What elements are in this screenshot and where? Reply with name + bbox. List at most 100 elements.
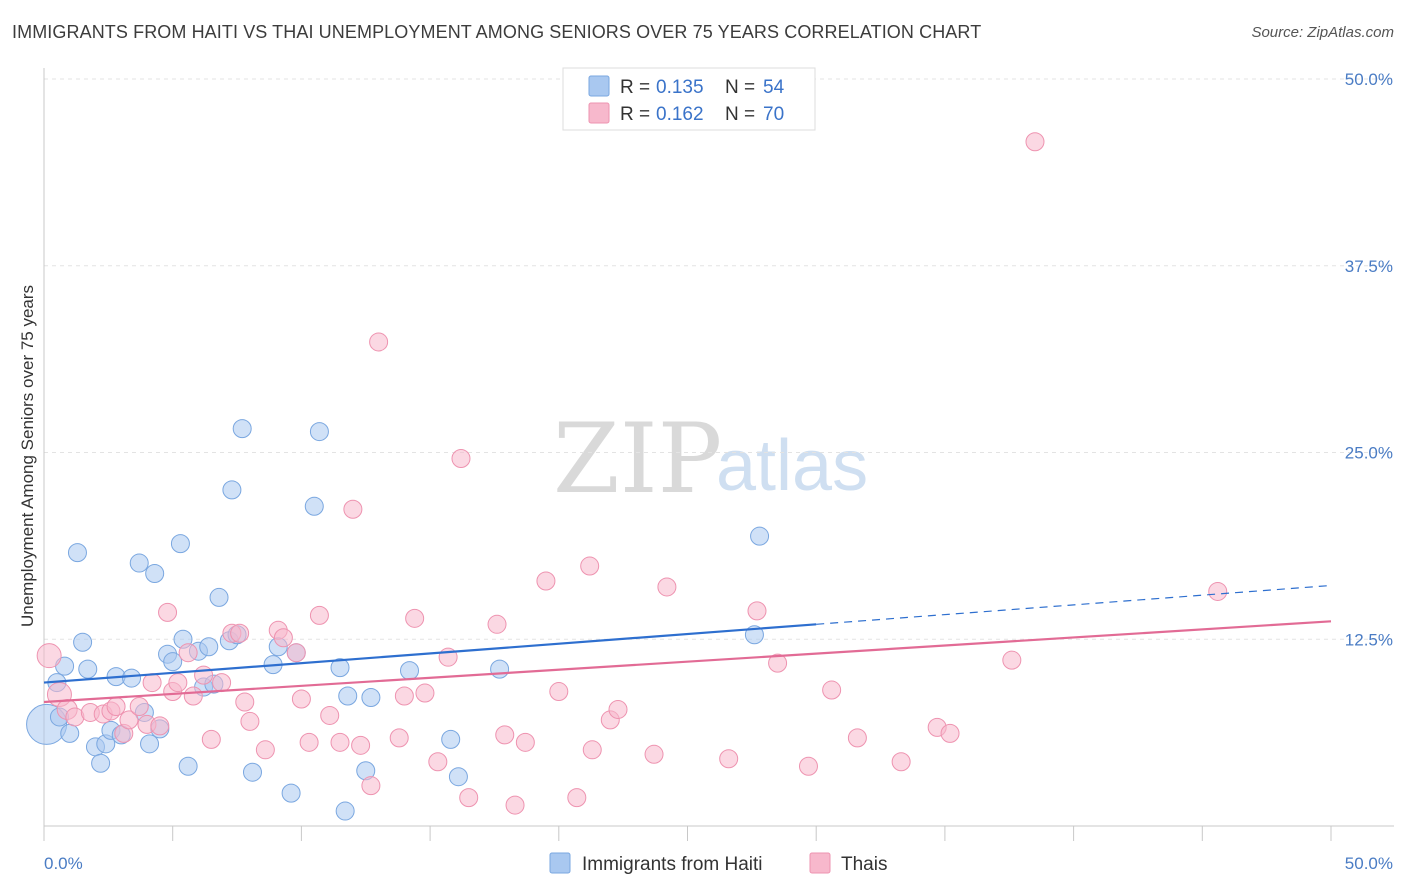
thais-point <box>201 729 221 749</box>
thais-point <box>351 735 371 755</box>
thais-point <box>168 673 188 693</box>
grid-lines <box>44 78 1394 640</box>
thais-point <box>299 732 319 752</box>
legend-thais-n-value: 70 <box>763 104 784 125</box>
legend-haiti-r-value: 0.135 <box>656 77 704 98</box>
thais-point <box>428 752 448 772</box>
thais-point <box>129 696 149 716</box>
thais-point <box>1002 650 1022 670</box>
legend-bottom-haiti-label: Immigrants from Haiti <box>582 854 763 875</box>
thais-point <box>536 571 556 591</box>
haiti-point <box>222 480 242 500</box>
thais-point <box>608 699 628 719</box>
thais-point <box>415 683 435 703</box>
haiti-point <box>60 723 80 743</box>
thais-point <box>495 725 515 745</box>
thais-point <box>309 605 329 625</box>
legend-series: Immigrants from Haiti Thais <box>549 852 887 875</box>
y-axis-label: Unemployment Among Seniors over 75 years <box>18 285 37 627</box>
thais-point <box>343 499 363 519</box>
thais-point <box>940 723 960 743</box>
x-tick-label: 50.0% <box>1345 854 1393 873</box>
thais-point <box>1208 581 1228 601</box>
haiti-point <box>490 659 510 679</box>
thais-point <box>212 673 232 693</box>
haiti-point <box>73 632 93 652</box>
y-tick-label: 25.0% <box>1345 444 1393 463</box>
haiti-point <box>281 783 301 803</box>
thais-point <box>235 692 255 712</box>
haiti-trend-extension <box>816 584 1332 625</box>
chart-title: IMMIGRANTS FROM HAITI VS THAI UNEMPLOYME… <box>12 22 982 42</box>
thais-point <box>194 665 214 685</box>
haiti-point <box>209 587 229 607</box>
legend-thais-swatch <box>588 102 610 124</box>
thais-point <box>798 756 818 776</box>
x-tick-labels: 0.0% 50.0% <box>44 854 1393 873</box>
thais-point <box>178 643 198 663</box>
haiti-point <box>129 553 149 573</box>
thais-point <box>291 689 311 709</box>
thais-point <box>389 728 409 748</box>
thais-point <box>106 696 126 716</box>
legend-thais-r-label: R = <box>620 104 650 125</box>
thais-point <box>273 628 293 648</box>
thais-point <box>286 643 306 663</box>
legend-stats: R = 0.135 N = 54 R = 0.162 N = 70 <box>562 67 816 131</box>
legend-bottom-haiti-swatch <box>549 852 571 874</box>
thais-point <box>657 577 677 597</box>
y-tick-label: 37.5% <box>1345 257 1393 276</box>
haiti-point <box>199 637 219 657</box>
haiti-point <box>242 762 262 782</box>
haiti-point <box>400 661 420 681</box>
haiti-point <box>122 668 142 688</box>
thais-point <box>644 744 664 764</box>
series-thais-points <box>36 132 1228 815</box>
thais-point <box>183 686 203 706</box>
haiti-point <box>361 688 381 708</box>
thais-point <box>847 728 867 748</box>
thais-point <box>505 795 525 815</box>
thais-point <box>240 711 260 731</box>
haiti-point <box>338 686 358 706</box>
haiti-point <box>448 767 468 787</box>
haiti-point <box>178 756 198 776</box>
source-credit: Source: ZipAtlas.com <box>1251 24 1394 41</box>
haiti-trend-line <box>43 623 817 684</box>
haiti-point <box>91 753 111 773</box>
thais-point <box>36 643 62 669</box>
thais-trend-line <box>43 620 1332 704</box>
haiti-point <box>335 801 355 821</box>
thais-point <box>891 752 911 772</box>
thais-point <box>119 710 139 730</box>
thais-point <box>451 448 471 468</box>
y-tick-label: 12.5% <box>1345 630 1393 649</box>
legend-haiti-n-value: 54 <box>763 77 785 98</box>
haiti-point <box>441 729 461 749</box>
thais-point <box>580 556 600 576</box>
thais-point <box>719 749 739 769</box>
watermark-zip: ZIP <box>553 403 722 515</box>
thais-point <box>822 680 842 700</box>
thais-point <box>459 788 479 808</box>
haiti-point <box>330 658 350 678</box>
trend-lines <box>43 584 1332 704</box>
thais-point <box>330 732 350 752</box>
haiti-point <box>67 543 87 563</box>
thais-point <box>1025 132 1045 152</box>
haiti-point <box>750 526 770 546</box>
legend-haiti-n-label: N = <box>725 77 755 98</box>
thais-point <box>549 682 569 702</box>
thais-point <box>515 732 535 752</box>
haiti-point <box>163 652 183 672</box>
thais-point <box>230 623 250 643</box>
haiti-point <box>304 496 324 516</box>
thais-point <box>394 686 414 706</box>
y-tick-label: 50.0% <box>1345 70 1393 89</box>
legend-thais-n-label: N = <box>725 104 755 125</box>
x-tick-label: 0.0% <box>44 854 83 873</box>
y-tick-labels: 12.5% 25.0% 37.5% 50.0% <box>1345 70 1393 649</box>
haiti-point <box>78 659 98 679</box>
thais-point <box>158 602 178 622</box>
thais-point <box>255 740 275 760</box>
